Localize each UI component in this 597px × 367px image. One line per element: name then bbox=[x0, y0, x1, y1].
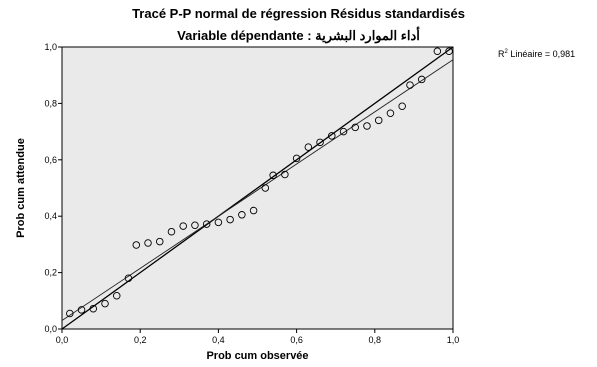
data-point bbox=[77, 306, 86, 314]
data-point bbox=[132, 241, 141, 249]
data-point bbox=[406, 81, 414, 89]
data-point bbox=[304, 143, 313, 151]
data-point bbox=[386, 109, 395, 118]
data-point bbox=[363, 122, 371, 130]
r2-label: R2 Linéaire = 0,981 bbox=[498, 49, 576, 59]
y-axis-label: Prob cum attendue bbox=[15, 138, 27, 238]
chart-subtitle: Variable dépendante : أداء الموارد البشر… bbox=[0, 28, 597, 44]
x-tick-label: 0,0 bbox=[56, 335, 69, 345]
y-tick-label: 0,4 bbox=[44, 211, 57, 221]
y-tick-label: 1,0 bbox=[44, 42, 57, 52]
data-point bbox=[445, 47, 453, 55]
data-point bbox=[398, 102, 406, 110]
reference-line bbox=[61, 46, 454, 330]
x-axis-label: Prob cum observée bbox=[206, 350, 308, 362]
data-point bbox=[202, 220, 211, 228]
subtitle-variable: أداء الموارد البشرية bbox=[315, 28, 420, 43]
data-point bbox=[89, 304, 98, 313]
y-tick-label: 0,2 bbox=[44, 268, 57, 278]
y-tick-label: 0,8 bbox=[44, 98, 57, 108]
data-point bbox=[281, 170, 289, 179]
data-point bbox=[124, 274, 133, 282]
x-tick-label: 0,4 bbox=[212, 335, 225, 345]
data-point bbox=[112, 291, 121, 300]
data-point bbox=[144, 239, 152, 247]
chart-title: Tracé P-P normal de régression Résidus s… bbox=[132, 6, 465, 21]
x-tick-label: 0,6 bbox=[290, 335, 303, 345]
subtitle-prefix: Variable dépendante : bbox=[177, 28, 312, 43]
data-point bbox=[269, 171, 277, 180]
data-point bbox=[238, 211, 246, 219]
data-point bbox=[191, 221, 199, 229]
data-point bbox=[214, 218, 223, 227]
x-tick-label: 1,0 bbox=[447, 335, 460, 345]
data-point bbox=[316, 138, 324, 147]
data-point bbox=[339, 127, 348, 136]
data-point bbox=[292, 154, 301, 163]
data-point bbox=[433, 47, 442, 55]
y-tick-label: 0,6 bbox=[44, 155, 57, 165]
data-point bbox=[66, 309, 74, 318]
data-point bbox=[101, 299, 109, 308]
fit-line bbox=[61, 59, 454, 321]
data-point bbox=[351, 123, 360, 132]
data-point bbox=[261, 184, 270, 192]
x-tick-label: 0,8 bbox=[369, 335, 382, 345]
data-point bbox=[155, 237, 164, 246]
y-tick-label: 0,0 bbox=[44, 324, 57, 334]
data-point bbox=[226, 215, 234, 224]
data-point bbox=[179, 222, 187, 230]
data-point bbox=[167, 227, 176, 236]
data-point bbox=[374, 116, 383, 125]
x-tick-label: 0,2 bbox=[134, 335, 147, 345]
r2-value: Linéaire = 0,981 bbox=[510, 49, 576, 59]
data-point bbox=[328, 132, 336, 140]
data-point bbox=[249, 206, 258, 215]
data-point bbox=[417, 75, 426, 84]
